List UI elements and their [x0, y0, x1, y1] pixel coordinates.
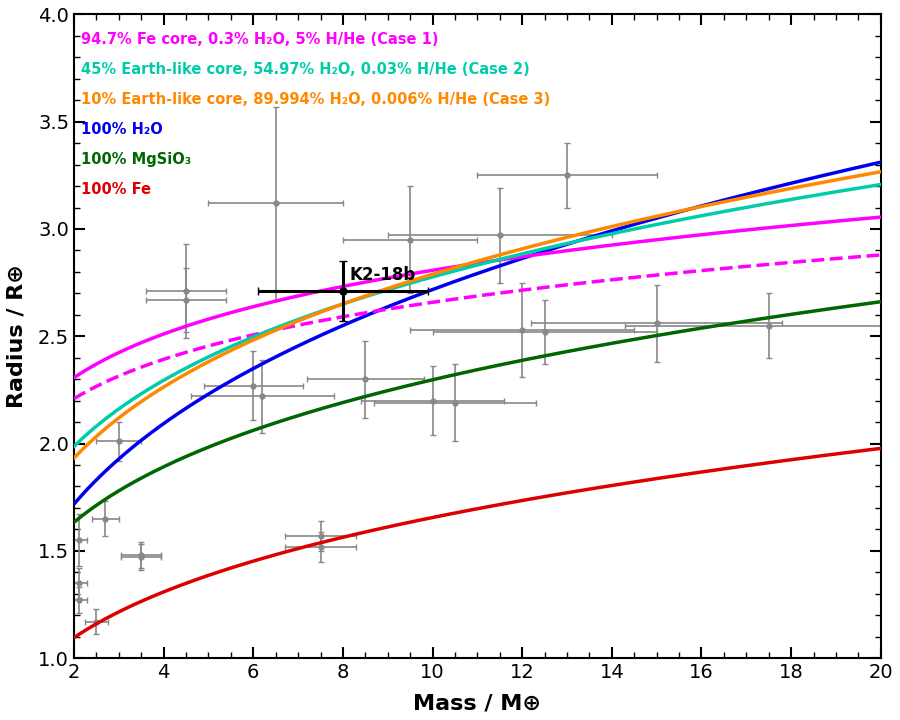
Text: 45% Earth-like core, 54.97% H₂O, 0.03% H/He (Case 2): 45% Earth-like core, 54.97% H₂O, 0.03% H… — [81, 62, 529, 76]
Y-axis label: Radius / R⊕: Radius / R⊕ — [7, 264, 27, 408]
Text: 100% MgSiO₃: 100% MgSiO₃ — [81, 152, 191, 167]
Text: 100% Fe: 100% Fe — [81, 181, 151, 197]
Text: 10% Earth-like core, 89.994% H₂O, 0.006% H/He (Case 3): 10% Earth-like core, 89.994% H₂O, 0.006%… — [81, 91, 550, 107]
X-axis label: Mass / M⊕: Mass / M⊕ — [413, 693, 542, 713]
Text: 100% H₂O: 100% H₂O — [81, 122, 163, 137]
Text: 94.7% Fe core, 0.3% H₂O, 5% H/He (Case 1): 94.7% Fe core, 0.3% H₂O, 5% H/He (Case 1… — [81, 32, 438, 47]
Text: K2-18b: K2-18b — [350, 266, 416, 284]
